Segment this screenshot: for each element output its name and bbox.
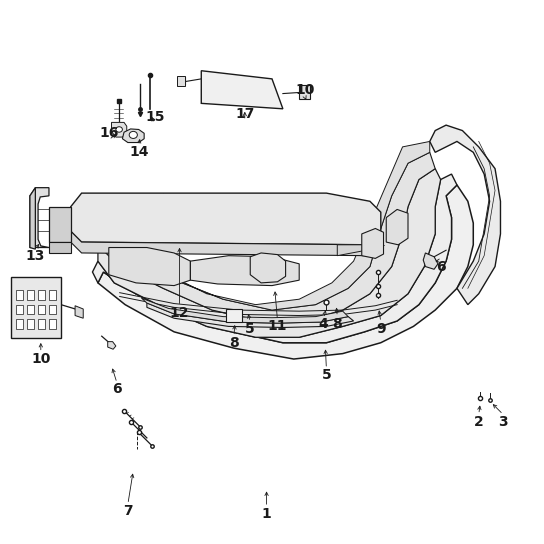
Text: 16: 16 bbox=[99, 126, 119, 140]
Polygon shape bbox=[299, 85, 310, 99]
Polygon shape bbox=[71, 193, 381, 245]
Text: 10: 10 bbox=[31, 352, 51, 366]
Bar bbox=[27, 305, 34, 314]
Ellipse shape bbox=[116, 127, 122, 132]
Polygon shape bbox=[226, 309, 242, 322]
Polygon shape bbox=[122, 129, 144, 143]
Bar bbox=[27, 319, 34, 329]
Text: 10: 10 bbox=[295, 83, 314, 97]
Text: 7: 7 bbox=[123, 504, 133, 518]
Text: 5: 5 bbox=[245, 322, 255, 336]
Text: 8: 8 bbox=[332, 317, 342, 331]
Polygon shape bbox=[49, 242, 71, 253]
Text: 9: 9 bbox=[376, 322, 386, 336]
Polygon shape bbox=[11, 277, 61, 338]
Text: 1: 1 bbox=[262, 507, 271, 521]
Polygon shape bbox=[92, 174, 457, 343]
Polygon shape bbox=[250, 253, 286, 283]
Text: 17: 17 bbox=[235, 107, 255, 121]
Text: 12: 12 bbox=[170, 306, 189, 320]
Polygon shape bbox=[98, 185, 473, 359]
Polygon shape bbox=[337, 237, 381, 256]
Polygon shape bbox=[30, 188, 35, 249]
Text: 3: 3 bbox=[498, 415, 508, 429]
Polygon shape bbox=[141, 298, 348, 323]
Bar bbox=[16, 290, 23, 300]
Text: 15: 15 bbox=[145, 110, 165, 124]
Polygon shape bbox=[190, 256, 299, 286]
Polygon shape bbox=[147, 303, 354, 327]
Bar bbox=[38, 305, 45, 314]
Polygon shape bbox=[49, 207, 71, 242]
Ellipse shape bbox=[129, 131, 137, 138]
Text: 14: 14 bbox=[129, 145, 149, 159]
Bar bbox=[38, 290, 45, 300]
Polygon shape bbox=[108, 342, 116, 349]
Polygon shape bbox=[201, 71, 283, 109]
Text: 2: 2 bbox=[474, 415, 484, 429]
Text: 13: 13 bbox=[26, 249, 45, 263]
Polygon shape bbox=[71, 231, 381, 256]
Bar bbox=[16, 319, 23, 329]
Polygon shape bbox=[98, 169, 441, 337]
Text: 8: 8 bbox=[229, 336, 239, 350]
Polygon shape bbox=[386, 209, 408, 245]
Text: 6: 6 bbox=[112, 382, 122, 396]
Polygon shape bbox=[92, 141, 430, 310]
Polygon shape bbox=[362, 228, 384, 258]
Polygon shape bbox=[430, 125, 500, 305]
Polygon shape bbox=[423, 253, 438, 269]
Polygon shape bbox=[177, 76, 185, 86]
Bar bbox=[49, 290, 56, 300]
Text: 5: 5 bbox=[322, 368, 331, 382]
Polygon shape bbox=[75, 306, 83, 318]
Polygon shape bbox=[112, 122, 127, 137]
Bar bbox=[16, 305, 23, 314]
Polygon shape bbox=[30, 188, 49, 248]
Polygon shape bbox=[109, 248, 190, 286]
Polygon shape bbox=[92, 152, 435, 321]
Text: 11: 11 bbox=[268, 319, 287, 333]
Text: 4: 4 bbox=[319, 317, 329, 331]
Bar bbox=[27, 290, 34, 300]
Bar bbox=[49, 305, 56, 314]
Bar bbox=[49, 319, 56, 329]
Text: 6: 6 bbox=[436, 259, 446, 274]
Bar bbox=[38, 319, 45, 329]
